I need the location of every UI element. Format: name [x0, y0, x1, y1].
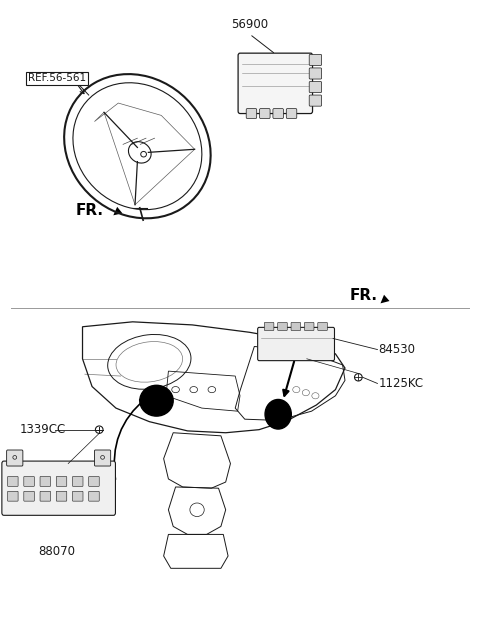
- FancyBboxPatch shape: [258, 327, 335, 361]
- FancyBboxPatch shape: [238, 53, 312, 113]
- FancyBboxPatch shape: [304, 322, 314, 331]
- FancyBboxPatch shape: [24, 477, 34, 487]
- FancyBboxPatch shape: [56, 491, 67, 501]
- FancyBboxPatch shape: [95, 450, 111, 466]
- FancyBboxPatch shape: [24, 491, 34, 501]
- FancyBboxPatch shape: [309, 95, 322, 106]
- FancyBboxPatch shape: [291, 322, 300, 331]
- FancyBboxPatch shape: [40, 491, 50, 501]
- Text: 84530: 84530: [378, 343, 415, 356]
- FancyBboxPatch shape: [8, 477, 18, 487]
- FancyBboxPatch shape: [56, 477, 67, 487]
- Polygon shape: [95, 103, 195, 205]
- FancyBboxPatch shape: [309, 54, 322, 66]
- Text: FR.: FR.: [75, 204, 103, 219]
- FancyBboxPatch shape: [72, 477, 83, 487]
- Text: 1339CC: 1339CC: [20, 423, 66, 436]
- FancyBboxPatch shape: [7, 450, 23, 466]
- FancyBboxPatch shape: [89, 477, 99, 487]
- Text: 56900: 56900: [231, 18, 268, 31]
- FancyBboxPatch shape: [72, 491, 83, 501]
- FancyBboxPatch shape: [40, 477, 50, 487]
- Ellipse shape: [140, 385, 173, 416]
- Text: 1125KC: 1125KC: [378, 377, 423, 390]
- FancyBboxPatch shape: [246, 108, 257, 118]
- Ellipse shape: [265, 399, 291, 429]
- FancyBboxPatch shape: [318, 322, 327, 331]
- FancyBboxPatch shape: [260, 108, 270, 118]
- Text: REF.56-561: REF.56-561: [28, 74, 86, 84]
- FancyBboxPatch shape: [278, 322, 287, 331]
- FancyBboxPatch shape: [273, 108, 283, 118]
- FancyBboxPatch shape: [309, 82, 322, 93]
- FancyBboxPatch shape: [286, 108, 297, 118]
- FancyBboxPatch shape: [264, 322, 274, 331]
- FancyBboxPatch shape: [89, 491, 99, 501]
- Text: 88070: 88070: [38, 545, 75, 558]
- FancyBboxPatch shape: [8, 491, 18, 501]
- FancyBboxPatch shape: [309, 68, 322, 79]
- Text: FR.: FR.: [350, 288, 378, 303]
- FancyBboxPatch shape: [2, 461, 116, 516]
